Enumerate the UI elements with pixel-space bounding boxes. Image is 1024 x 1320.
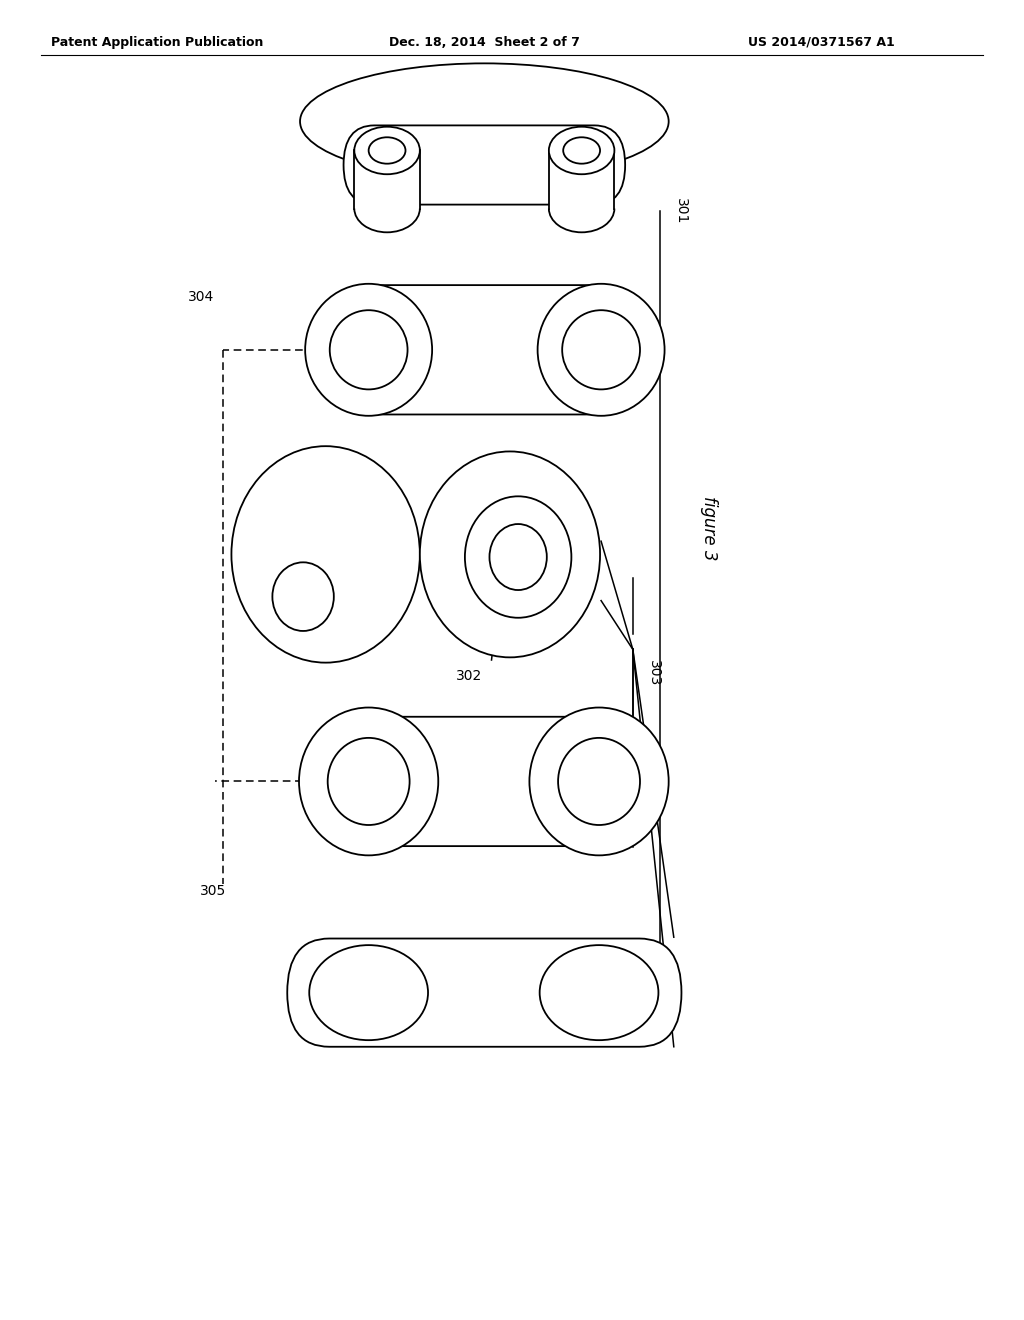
Ellipse shape bbox=[369, 137, 406, 164]
FancyBboxPatch shape bbox=[334, 717, 634, 846]
Ellipse shape bbox=[330, 310, 408, 389]
Ellipse shape bbox=[538, 284, 665, 416]
Text: 303: 303 bbox=[647, 660, 662, 686]
FancyBboxPatch shape bbox=[287, 939, 682, 1047]
Text: Patent Application Publication: Patent Application Publication bbox=[51, 36, 263, 49]
Ellipse shape bbox=[272, 562, 334, 631]
Text: 301: 301 bbox=[674, 198, 688, 224]
Ellipse shape bbox=[465, 496, 571, 618]
FancyBboxPatch shape bbox=[334, 285, 635, 414]
Ellipse shape bbox=[540, 945, 658, 1040]
Ellipse shape bbox=[489, 524, 547, 590]
Ellipse shape bbox=[309, 945, 428, 1040]
Ellipse shape bbox=[328, 738, 410, 825]
Ellipse shape bbox=[562, 310, 640, 389]
Text: figure 3: figure 3 bbox=[699, 496, 718, 560]
Ellipse shape bbox=[420, 451, 600, 657]
Text: 304: 304 bbox=[187, 290, 214, 304]
Text: 302: 302 bbox=[456, 669, 482, 682]
Ellipse shape bbox=[354, 127, 420, 174]
Bar bbox=[549, 150, 614, 209]
Ellipse shape bbox=[300, 63, 669, 180]
Ellipse shape bbox=[231, 446, 420, 663]
FancyBboxPatch shape bbox=[343, 125, 625, 205]
Text: 305: 305 bbox=[200, 884, 226, 898]
Ellipse shape bbox=[549, 127, 614, 174]
Bar bbox=[354, 150, 420, 209]
Ellipse shape bbox=[305, 284, 432, 416]
Text: US 2014/0371567 A1: US 2014/0371567 A1 bbox=[748, 36, 894, 49]
Ellipse shape bbox=[299, 708, 438, 855]
Ellipse shape bbox=[563, 137, 600, 164]
Text: Dec. 18, 2014  Sheet 2 of 7: Dec. 18, 2014 Sheet 2 of 7 bbox=[389, 36, 580, 49]
Ellipse shape bbox=[558, 738, 640, 825]
Ellipse shape bbox=[529, 708, 669, 855]
